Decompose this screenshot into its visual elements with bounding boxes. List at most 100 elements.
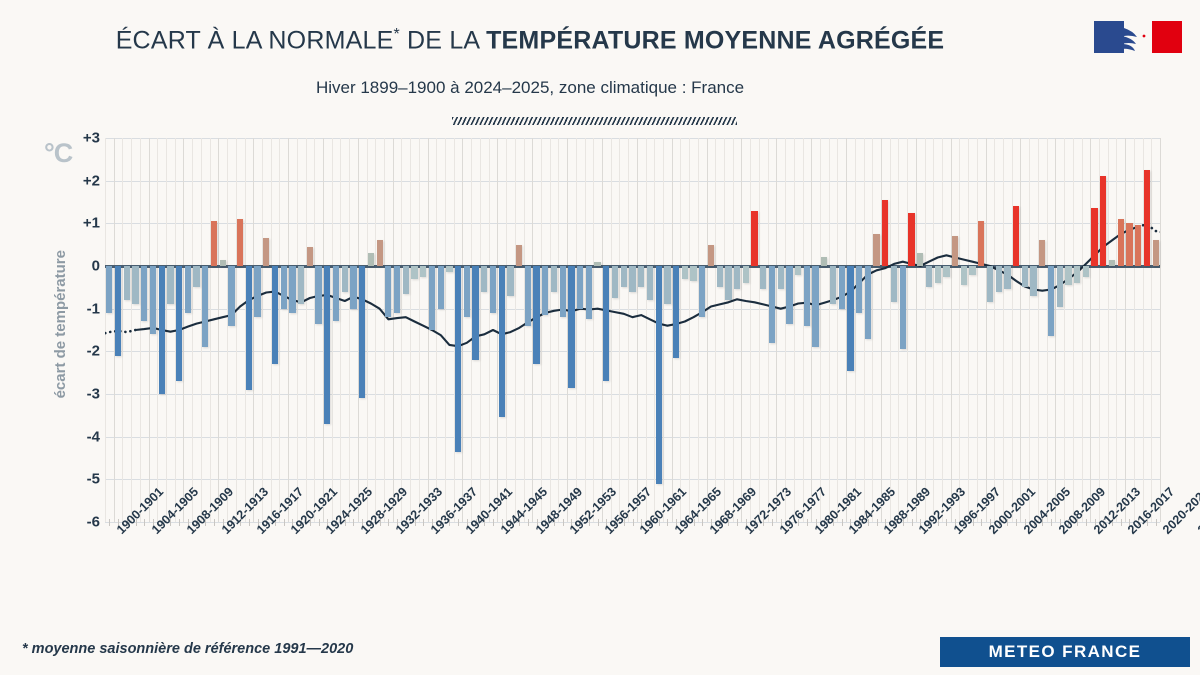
bar <box>472 266 479 360</box>
y-tick-label: +3 <box>82 129 100 147</box>
gridline-vertical <box>270 138 272 522</box>
bar <box>1013 206 1020 266</box>
gridline-vertical <box>1003 138 1005 522</box>
gridline-vertical <box>1072 138 1074 522</box>
bar <box>481 266 488 292</box>
gridline-vertical <box>1142 138 1144 522</box>
x-tick-mark <box>275 519 277 526</box>
bar <box>969 266 976 275</box>
gridline-vertical <box>453 138 455 522</box>
bar <box>167 266 174 305</box>
bar <box>263 238 270 266</box>
bar <box>795 266 802 275</box>
x-tick-mark <box>1042 519 1044 526</box>
x-tick-mark <box>676 519 678 526</box>
x-tick-mark <box>850 519 852 526</box>
x-tick-mark <box>833 519 835 526</box>
bar <box>1082 266 1090 277</box>
x-tick-mark <box>327 519 329 526</box>
bar <box>454 266 462 452</box>
bar <box>184 266 191 313</box>
x-tick-mark <box>920 519 922 526</box>
bar <box>1152 240 1159 266</box>
x-tick-mark <box>1077 519 1079 526</box>
bar <box>760 266 767 290</box>
x-tick-mark <box>309 519 311 526</box>
gridline-vertical <box>636 138 638 522</box>
x-tick-mark <box>902 519 904 526</box>
gridline-vertical <box>331 138 333 522</box>
gridline-vertical <box>697 138 699 522</box>
gridline-vertical <box>296 138 298 522</box>
bar <box>925 266 933 288</box>
gridline-vertical <box>1020 138 1022 522</box>
x-tick-mark <box>1016 519 1018 526</box>
x-tick-mark <box>152 519 154 526</box>
bar <box>193 266 200 288</box>
x-tick-mark <box>301 519 303 526</box>
bar <box>1047 266 1055 337</box>
gridline-vertical <box>915 138 917 522</box>
bar <box>149 266 157 335</box>
bar <box>995 266 1002 292</box>
gridline-vertical <box>349 138 351 522</box>
x-tick-mark <box>388 519 390 526</box>
gridline-vertical <box>1090 138 1092 522</box>
bar <box>341 266 348 292</box>
bar <box>306 246 314 266</box>
x-tick-mark <box>370 519 372 526</box>
x-tick-mark <box>1059 519 1061 526</box>
bar <box>978 221 985 266</box>
x-tick-mark <box>1155 519 1157 526</box>
gridline-vertical <box>750 138 752 522</box>
bar <box>725 266 732 301</box>
x-tick-mark <box>754 519 756 526</box>
x-tick-mark <box>1094 519 1096 526</box>
x-tick-mark <box>894 519 896 526</box>
bar <box>158 266 165 394</box>
bar <box>629 266 636 292</box>
bar <box>1056 266 1063 307</box>
bar <box>594 261 601 266</box>
bar <box>1117 219 1124 266</box>
gridline-vertical <box>584 138 586 522</box>
gridline-vertical <box>192 138 194 522</box>
x-tick-mark <box>989 519 991 526</box>
gridline-vertical <box>1098 138 1100 522</box>
gridline-vertical <box>445 138 447 522</box>
x-tick-mark <box>763 519 765 526</box>
gridline-vertical <box>148 138 150 522</box>
x-tick-mark <box>501 519 503 526</box>
x-tick-mark <box>876 519 878 526</box>
x-tick-mark <box>946 519 948 526</box>
gridline-vertical <box>994 138 996 522</box>
gridline-vertical <box>1116 138 1118 522</box>
gridline-vertical <box>898 138 900 522</box>
x-tick-mark <box>161 519 163 526</box>
bar <box>332 266 340 322</box>
gridline-vertical <box>628 138 630 522</box>
gridline-vertical <box>105 138 106 522</box>
bar <box>672 266 680 358</box>
x-tick-mark <box>397 519 399 526</box>
bar <box>446 266 453 273</box>
x-tick-mark <box>745 519 747 526</box>
bar <box>934 266 941 284</box>
gridline-horizontal <box>105 223 1160 225</box>
bar <box>271 266 279 365</box>
gridline-vertical <box>976 138 978 522</box>
bar <box>917 253 924 266</box>
x-tick-mark <box>1112 519 1114 526</box>
bar <box>751 210 758 266</box>
x-tick-mark <box>789 519 791 526</box>
gridline-vertical <box>724 138 726 522</box>
gridline-vertical <box>942 138 944 522</box>
gridline-vertical <box>715 138 717 522</box>
bar <box>524 266 531 326</box>
x-tick-mark <box>719 519 721 526</box>
x-tick-mark <box>597 519 599 526</box>
bar <box>943 266 950 277</box>
x-tick-mark <box>466 519 468 526</box>
gridline-vertical <box>959 138 961 522</box>
x-tick-mark <box>449 519 451 526</box>
